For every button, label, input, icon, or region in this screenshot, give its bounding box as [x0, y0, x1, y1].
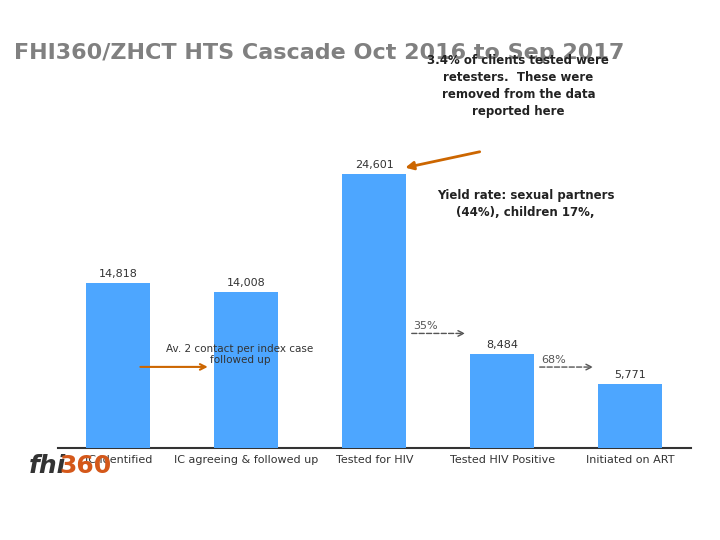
Text: fhi: fhi — [29, 454, 66, 478]
Text: Yield rate: sexual partners
(44%), children 17%,: Yield rate: sexual partners (44%), child… — [437, 189, 614, 219]
Text: 14,818: 14,818 — [99, 269, 138, 279]
Text: 68%: 68% — [541, 355, 565, 365]
Text: FHI360/ZHCT HTS Cascade Oct 2016 to Sep 2017: FHI360/ZHCT HTS Cascade Oct 2016 to Sep … — [14, 43, 625, 63]
Text: 24,601: 24,601 — [355, 160, 394, 170]
Text: 8,484: 8,484 — [487, 340, 518, 349]
Bar — [215, 292, 279, 448]
Bar — [343, 174, 406, 448]
Text: Av. 2 contact per index case
followed up: Av. 2 contact per index case followed up — [166, 343, 314, 365]
Text: 5,771: 5,771 — [615, 370, 647, 380]
Text: 14,008: 14,008 — [227, 278, 266, 288]
Text: 360: 360 — [60, 454, 112, 478]
Bar — [470, 354, 534, 448]
Bar — [86, 283, 150, 448]
Bar — [598, 384, 662, 448]
Text: 3.4% of clients tested were
retesters.  These were
removed from the data
reporte: 3.4% of clients tested were retesters. T… — [428, 54, 609, 118]
Text: 22: 22 — [685, 521, 702, 534]
Text: 35%: 35% — [413, 321, 438, 331]
